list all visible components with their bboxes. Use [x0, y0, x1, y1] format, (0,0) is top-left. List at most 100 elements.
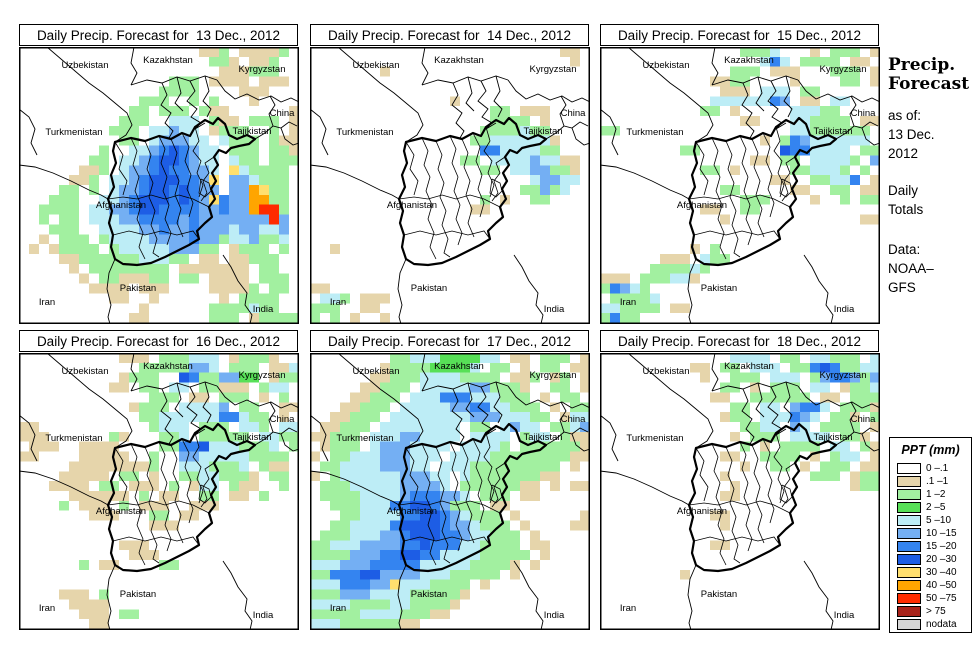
precip-cell	[570, 362, 580, 373]
precip-cell	[750, 194, 760, 205]
country-label: Uzbekistan	[643, 60, 690, 71]
country-border-line	[600, 414, 619, 462]
precip-cell	[840, 402, 850, 413]
precip-cell	[360, 303, 370, 314]
province-border-line	[405, 447, 419, 502]
precip-cell	[820, 155, 830, 166]
precip-cell	[259, 412, 269, 422]
precip-cell	[179, 86, 189, 97]
precip-cell	[850, 372, 860, 383]
precip-cell	[530, 560, 540, 570]
precip-cell	[700, 254, 710, 264]
precip-cell	[239, 254, 249, 264]
precip-cell	[710, 165, 720, 176]
precip-cell	[560, 155, 570, 166]
precip-cell	[269, 362, 279, 373]
precip-cell	[580, 431, 590, 442]
province-border-line	[711, 137, 727, 260]
precip-cell	[510, 382, 520, 393]
province-border-line	[192, 432, 204, 504]
province-border-line	[112, 536, 200, 546]
country-borders	[310, 353, 590, 630]
precip-cell	[169, 135, 179, 146]
country-label: Tajikistan	[232, 432, 271, 443]
precip-cell	[269, 273, 279, 284]
precip-cell	[720, 471, 730, 482]
precip-cell	[480, 422, 490, 432]
precip-cell	[59, 481, 69, 491]
precip-cell	[460, 560, 470, 570]
precip-cell	[820, 175, 830, 185]
precip-cell	[860, 382, 870, 393]
precip-cell	[209, 451, 219, 462]
precip-cell	[109, 125, 119, 136]
precip-cell	[320, 283, 330, 294]
precip-cell	[470, 362, 480, 373]
precip-cell	[500, 491, 510, 501]
precip-cell	[750, 362, 760, 373]
precip-cell	[850, 382, 860, 393]
precip-cell	[320, 461, 330, 472]
precip-cell	[119, 155, 129, 166]
precip-cell	[850, 412, 860, 422]
precip-cell	[500, 382, 510, 393]
country-border-line	[861, 433, 880, 452]
precip-cell	[470, 500, 480, 511]
precip-cell	[510, 116, 520, 126]
country-border-line	[397, 258, 407, 324]
precip-cell	[79, 165, 89, 176]
precip-cell	[269, 125, 279, 136]
precip-cell	[249, 244, 259, 254]
precip-cell	[69, 175, 79, 185]
precip-cell	[239, 402, 249, 413]
precip-cell	[199, 47, 209, 57]
precip-cell	[199, 431, 209, 442]
precip-cell	[650, 293, 660, 304]
precip-cell	[340, 589, 350, 600]
country-border-line	[600, 108, 619, 156]
precip-cell	[89, 263, 99, 274]
precip-cell	[99, 145, 109, 156]
precip-cell	[790, 116, 800, 126]
precip-cell	[259, 491, 269, 501]
precip-cell	[390, 540, 400, 551]
precip-cell	[790, 145, 800, 156]
precip-cell	[640, 283, 650, 294]
precip-cell	[750, 431, 760, 442]
precip-cell	[269, 47, 279, 57]
precip-cell	[540, 116, 550, 126]
precip-cell	[49, 194, 59, 205]
province-border-line	[114, 141, 128, 196]
precip-cell	[179, 116, 189, 126]
precip-cell	[330, 441, 340, 452]
precip-cell	[320, 540, 330, 551]
precip-cell	[390, 500, 400, 511]
precip-cell	[390, 619, 400, 629]
precip-cell	[169, 441, 179, 452]
precip-cell	[730, 481, 740, 491]
precip-cell	[279, 47, 289, 57]
precip-cell	[850, 481, 860, 491]
precip-cell	[209, 224, 219, 235]
country-label: Pakistan	[120, 589, 156, 600]
precip-cell	[99, 589, 109, 600]
precip-cell	[119, 461, 129, 472]
precip-cell	[520, 451, 530, 462]
precip-cell	[470, 569, 480, 580]
precip-cell	[159, 106, 169, 116]
sidebar-text-line: Daily	[888, 183, 919, 198]
legend-label: 50 –75	[926, 593, 957, 604]
precip-cell	[29, 422, 39, 432]
precip-cell	[79, 471, 89, 482]
precip-cell	[760, 402, 770, 413]
precip-cell	[430, 550, 440, 560]
precip-cell	[430, 540, 440, 551]
precip-cell	[129, 194, 139, 205]
precip-cell	[420, 579, 430, 590]
precip-cell	[410, 520, 420, 531]
precip-cell	[360, 422, 370, 432]
precip-cell	[239, 155, 249, 166]
precip-cell	[770, 392, 780, 403]
precip-cell	[139, 145, 149, 156]
precip-cell	[830, 461, 840, 472]
